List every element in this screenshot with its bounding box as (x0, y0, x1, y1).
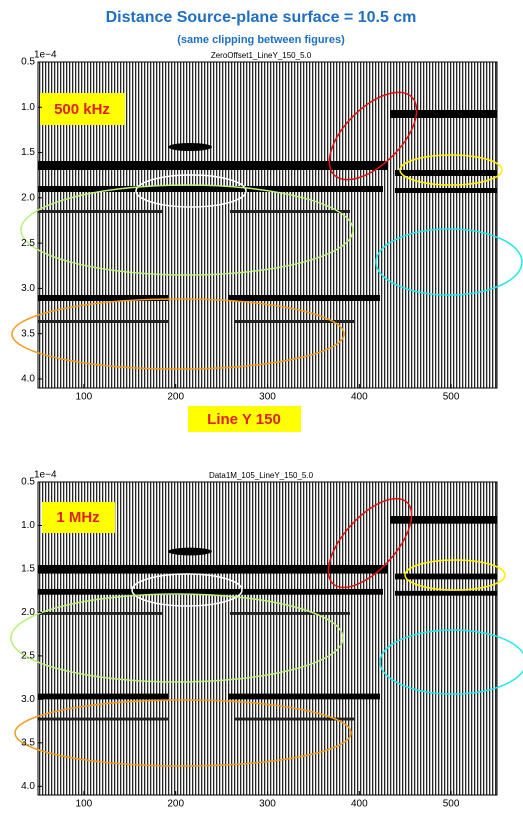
y-tick-label: 2.5 (21, 651, 35, 662)
y-tick-label: 1.0 (21, 520, 35, 531)
subtitle: (same clipping between figures) (177, 34, 345, 46)
x-tick-label: 300 (259, 799, 276, 810)
x-tick-label: 400 (351, 799, 368, 810)
middle-label: Line Y 150 (207, 411, 281, 428)
panel: Data1M_105_LineY_150_5.0 1e−4 1 MHz (10, 470, 523, 796)
y-tick-label: 3.0 (21, 283, 35, 294)
panel: ZeroOffset1_LineY_150_5.0 1e−4 500 kHz (11, 50, 523, 389)
x-tick-label: 100 (76, 392, 93, 403)
x-tick-label: 300 (259, 392, 276, 403)
y-multiplier: 1e−4 (34, 470, 57, 481)
y-tick-label: 0.5 (21, 57, 35, 68)
y-tick-label: 4.0 (21, 781, 35, 792)
panel-title: Data1M_105_LineY_150_5.0 (209, 471, 314, 480)
y-tick-label: 2.0 (21, 192, 35, 203)
y-multiplier: 1e−4 (34, 50, 57, 61)
y-tick-label: 4.0 (21, 374, 35, 385)
y-tick-label: 3.5 (21, 328, 35, 339)
label-box (42, 502, 115, 533)
title: Distance Source-plane surface = 10.5 cm (106, 9, 417, 26)
annotations (10, 497, 523, 767)
x-tick-label: 100 (76, 799, 93, 810)
y-tick-label: 1.5 (21, 564, 35, 575)
y-tick-label: 1.5 (21, 147, 35, 158)
x-tick-label: 500 (443, 392, 460, 403)
annotations (11, 91, 523, 370)
x-tick-label: 400 (351, 392, 368, 403)
label-box (188, 406, 301, 432)
y-tick-label: 0.5 (21, 477, 35, 488)
panel-title: ZeroOffset1_LineY_150_5.0 (211, 51, 312, 60)
y-tick-label: 3.0 (21, 694, 35, 705)
y-tick-label: 3.5 (21, 737, 35, 748)
label-box (40, 93, 125, 125)
y-tick-label: 1.0 (21, 102, 35, 113)
x-tick-label: 500 (443, 799, 460, 810)
y-tick-label: 2.0 (21, 607, 35, 618)
x-tick-label: 200 (167, 799, 184, 810)
y-tick-label: 2.5 (21, 238, 35, 249)
x-tick-label: 200 (167, 392, 184, 403)
panel-label: 1 MHz (56, 509, 99, 526)
panel-label: 500 kHz (54, 101, 110, 118)
